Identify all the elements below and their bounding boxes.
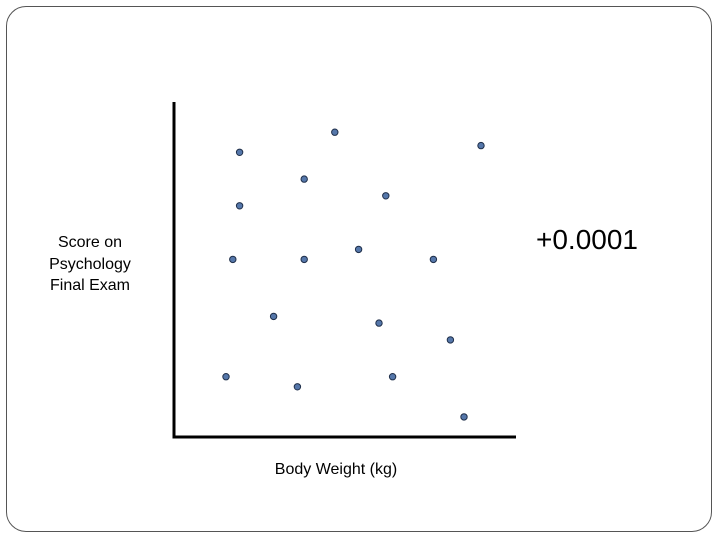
data-point-8: [229, 255, 237, 264]
y-axis-label-line-2: Psychology: [49, 255, 131, 273]
data-point-10: [429, 255, 438, 264]
data-points: [222, 128, 485, 421]
data-point-11: [269, 312, 278, 321]
data-point-9: [300, 255, 308, 264]
data-point-15: [293, 383, 302, 391]
data-point-12: [375, 319, 383, 327]
data-point-1: [235, 148, 244, 157]
data-point-16: [388, 373, 397, 381]
data-point-4: [300, 175, 308, 183]
y-axis-label-line-1: Score on: [57, 234, 123, 251]
correlation-annotation: +0.0001: [536, 224, 638, 255]
data-point-2: [331, 128, 339, 136]
y-axis-label: Score on Psychology Final Exam: [30, 232, 150, 297]
data-point-17: [460, 413, 468, 421]
data-point-5: [382, 192, 390, 200]
data-point-7: [354, 245, 363, 254]
x-axis-label: Body Weight (kg): [274, 461, 398, 478]
data-point-13: [446, 336, 455, 344]
data-point-3: [477, 141, 485, 150]
y-axis-label-line-3: Final Exam: [49, 277, 131, 294]
data-point-14: [222, 373, 230, 381]
slide-frame: [6, 6, 712, 532]
data-point-6: [235, 202, 244, 210]
